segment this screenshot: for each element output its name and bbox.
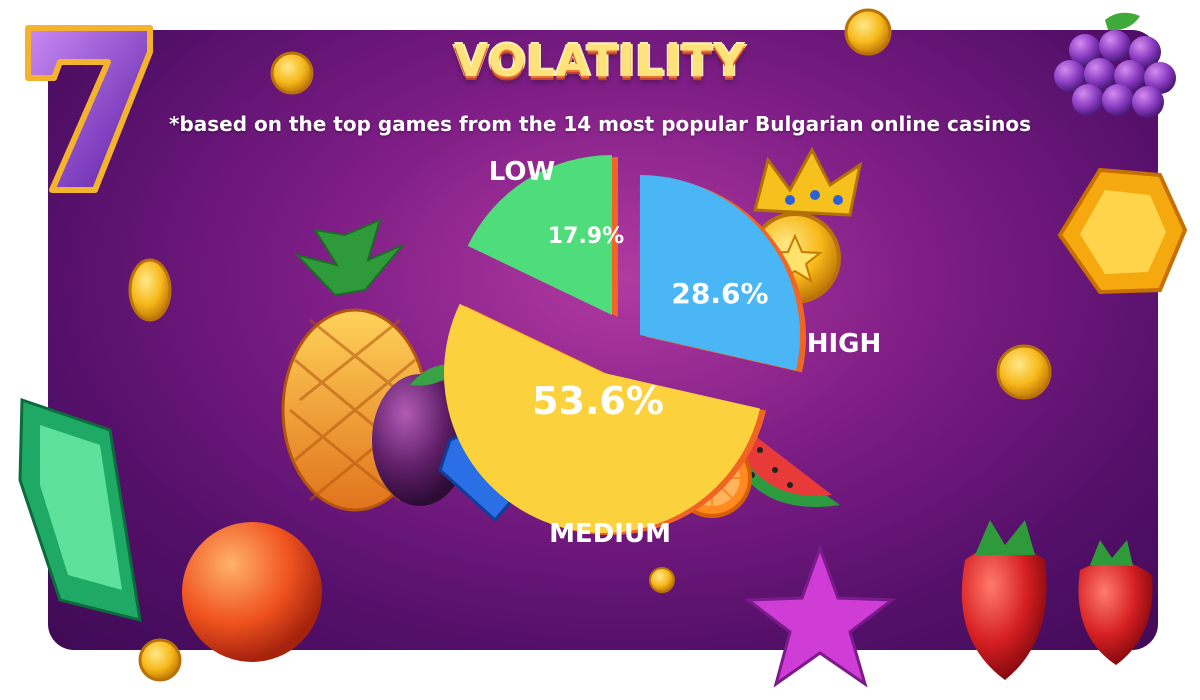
chart-subtitle: *based on the top games from the 14 most… <box>169 112 1031 136</box>
seven-icon <box>25 25 153 193</box>
pie-slice-high <box>639 175 800 371</box>
strawberry-icon <box>961 520 1153 680</box>
emerald-icon <box>18 397 142 623</box>
coin-icon <box>128 8 1052 682</box>
peach-icon <box>182 522 322 662</box>
gem-icon <box>1057 167 1188 295</box>
pie-slice-low <box>467 155 612 315</box>
slice-label-medium: MEDIUM <box>549 519 671 549</box>
slice-label-low: LOW <box>489 157 555 187</box>
chart-title: VOLATILITY <box>453 36 747 87</box>
grapes-icon <box>1054 12 1176 118</box>
slice-value-low: 17.9% <box>548 224 624 249</box>
slice-value-medium: 53.6% <box>532 379 664 423</box>
pie-slice-medium <box>443 303 761 534</box>
star-icon <box>743 543 897 688</box>
pineapple-icon <box>281 218 429 512</box>
slice-value-high: 28.6% <box>671 277 768 310</box>
slice-label-high: HIGH <box>807 329 882 359</box>
